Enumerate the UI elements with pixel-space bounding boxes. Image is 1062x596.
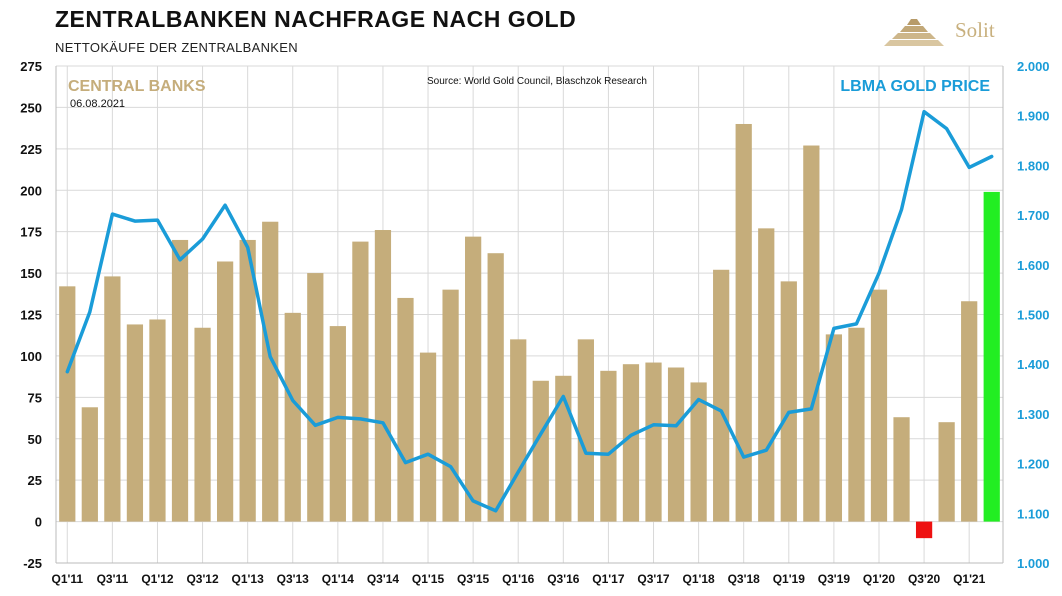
bar-central-banks-q1-18 <box>690 382 707 522</box>
right-axis-tick-label: 1.500 <box>1017 308 1050 323</box>
bar-central-banks-q2-12 <box>171 239 189 522</box>
x-axis-tick-label: Q3'11 <box>97 572 129 586</box>
bar-central-banks-q4-18 <box>758 228 775 522</box>
legend-lbma-gold-price: LBMA GOLD PRICE <box>840 78 990 95</box>
chart-source: Source: World Gold Council, Blaschzok Re… <box>427 76 647 87</box>
bar-central-banks-q2-17 <box>622 364 640 522</box>
x-axis-tick-label: Q3'15 <box>457 572 490 586</box>
x-axis-tick-label: Q1'18 <box>682 572 715 586</box>
bar-central-banks-q1-14 <box>329 326 346 522</box>
bar-central-banks-q1-11 <box>59 286 76 522</box>
right-axis-tick-label: 1.000 <box>1017 556 1050 571</box>
chart-date: 06.08.2021 <box>70 98 125 110</box>
bar-central-banks-q3-16 <box>555 375 572 522</box>
bar-central-banks-q4-15 <box>487 253 504 522</box>
bar-central-banks-q2-19 <box>803 145 820 522</box>
right-axis-tick-label: 1.100 <box>1017 506 1050 521</box>
right-axis-tick-label: 1.400 <box>1017 357 1050 372</box>
logo-text: Solit <box>955 18 995 42</box>
x-axis-tick-label: Q1'16 <box>502 572 535 586</box>
left-axis-tick-label: 150 <box>20 266 42 281</box>
bar-central-banks-q2-11 <box>81 407 98 522</box>
bar-central-banks-q4-20 <box>938 422 955 522</box>
bar-central-banks-q1-20 <box>870 289 888 522</box>
bar-central-banks-q2-18 <box>713 269 730 522</box>
x-axis-tick-label: Q3'19 <box>818 572 851 586</box>
right-axis-tick-label: 1.300 <box>1017 407 1050 422</box>
bar-central-banks-q4-14 <box>397 297 414 522</box>
bar-central-banks-q3-17 <box>645 362 662 522</box>
left-axis-tick-label: 0 <box>35 515 42 530</box>
left-axis-tick-label: 200 <box>20 183 42 198</box>
bar-central-banks-q3-12 <box>194 327 211 522</box>
x-axis-tick-label: Q1'21 <box>953 572 986 586</box>
bar-central-banks-q3-13 <box>284 312 301 522</box>
left-axis-tick-label: 100 <box>20 349 42 364</box>
x-axis-tick-label: Q1'20 <box>863 572 896 586</box>
bar-central-banks-q2-15 <box>442 289 459 522</box>
bar-central-banks-q3-14 <box>374 230 392 522</box>
bar-central-banks-q3-15 <box>465 236 482 522</box>
right-axis-tick-label: 2.000 <box>1017 59 1050 74</box>
bar-central-banks-q1-15 <box>419 352 437 522</box>
bar-central-banks-q1-19 <box>780 281 797 522</box>
x-axis-tick-label: Q1'14 <box>322 572 355 586</box>
bar-central-banks-q3-11 <box>104 276 121 522</box>
x-axis-tick-label: Q3'18 <box>728 572 761 586</box>
bar-central-banks-q2-14 <box>352 241 369 522</box>
bar-central-banks-q2-13 <box>262 221 279 522</box>
bar-central-banks-q3-18 <box>735 123 752 522</box>
bar-central-banks-q1-17 <box>600 370 617 522</box>
bar-central-banks-q4-19 <box>848 327 865 522</box>
right-axis-tick-label: 1.900 <box>1017 109 1050 124</box>
bar-central-banks-q3-20 <box>915 521 933 539</box>
left-axis-tick-label: -25 <box>23 556 42 571</box>
x-axis-tick-label: Q1'17 <box>592 572 625 586</box>
bar-central-banks-q1-16 <box>510 339 527 522</box>
right-axis-tick-label: 1.600 <box>1017 258 1050 273</box>
gold-bars-stack-icon <box>884 19 944 46</box>
bar-central-banks-q2-16 <box>532 380 549 522</box>
x-axis-tick-label: Q3'17 <box>637 572 670 586</box>
x-axis-tick-label: Q3'16 <box>547 572 580 586</box>
bar-central-banks-q1-12 <box>149 319 166 522</box>
right-axis-tick-label: 1.800 <box>1017 158 1050 173</box>
left-axis-tick-label: 50 <box>28 432 42 447</box>
bar-central-banks-q4-17 <box>667 367 685 522</box>
left-axis-tick-label: 225 <box>20 142 42 157</box>
bar-central-banks-q2-20 <box>893 417 910 522</box>
bar-central-banks-q4-11 <box>126 324 144 522</box>
bar-central-banks-q1-13 <box>239 239 256 522</box>
left-axis-tick-label: 250 <box>20 100 42 115</box>
left-axis-tick-label: 275 <box>20 59 42 74</box>
chart-title: ZENTRALBANKEN NACHFRAGE NACH GOLD <box>55 6 577 32</box>
left-axis-tick-label: 175 <box>20 225 42 240</box>
bar-central-banks-q4-16 <box>577 339 594 522</box>
right-axis-tick-label: 1.200 <box>1017 457 1050 472</box>
chart-subtitle: NETTOKÄUFE DER ZENTRALBANKEN <box>55 40 298 55</box>
bar-central-banks-q1-21 <box>961 301 978 522</box>
bar-central-banks-q2-21 <box>983 191 1000 522</box>
x-axis-tick-label: Q3'14 <box>367 572 400 586</box>
x-axis-tick-label: Q3'12 <box>186 572 219 586</box>
x-axis-tick-label: Q3'13 <box>277 572 310 586</box>
x-axis-tick-label: Q1'19 <box>773 572 806 586</box>
x-axis-tick-label: Q1'13 <box>232 572 265 586</box>
right-axis-tick-label: 1.700 <box>1017 208 1050 223</box>
x-axis-tick-label: Q1'11 <box>52 572 84 586</box>
x-axis-tick-label: Q1'15 <box>412 572 445 586</box>
legend-central-banks: CENTRAL BANKS <box>68 78 206 95</box>
line-lbma-gold-price <box>65 109 994 513</box>
bar-central-banks-q3-19 <box>825 334 843 522</box>
bar-central-banks-q4-13 <box>307 273 324 522</box>
x-axis-tick-label: Q3'20 <box>908 572 941 586</box>
x-axis-tick-label: Q1'12 <box>141 572 174 586</box>
left-axis-tick-label: 75 <box>28 390 42 405</box>
left-axis-tick-label: 25 <box>28 473 42 488</box>
left-axis-tick-label: 125 <box>20 308 42 323</box>
bar-central-banks-q4-12 <box>216 261 234 522</box>
